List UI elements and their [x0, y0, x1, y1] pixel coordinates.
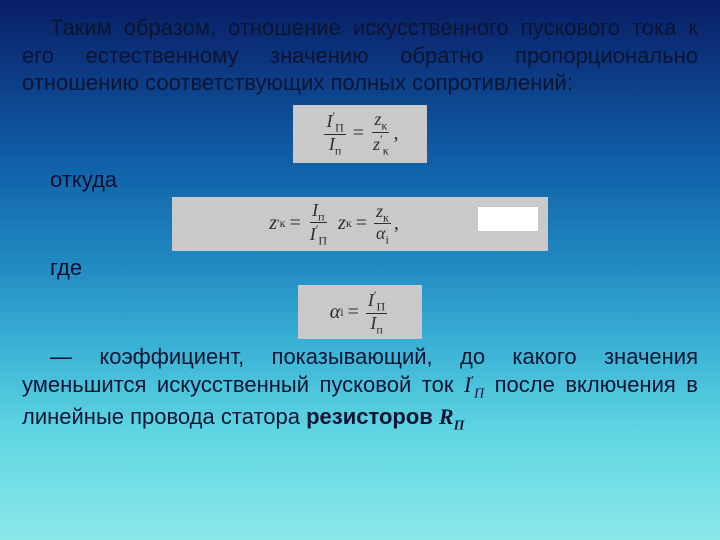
formula-1-row: I′П Iп = zк z′к ,: [22, 105, 698, 163]
formula-1: I′П Iп = zк z′к ,: [293, 105, 427, 163]
formula-3-row: αi = I′П Iп: [22, 285, 698, 339]
final-text-bold: резисторов: [306, 404, 439, 429]
formula-2-row: z′к = Iп I′П zк = zк αi ,: [22, 197, 698, 251]
word-gde: где: [50, 255, 698, 281]
inline-math-i-prime-p: I′П: [464, 372, 484, 397]
paragraph-final: — коэффициент, показывающий, до какого з…: [22, 343, 698, 434]
formula-3: αi = I′П Iп: [298, 285, 422, 339]
formula-2: z′к = Iп I′П zк = zк αi ,: [172, 197, 548, 251]
slide: Таким образом, отношение искусственного …: [0, 0, 720, 540]
paragraph-intro: Таким образом, отношение искусственного …: [22, 14, 698, 97]
word-otkuda: откуда: [50, 167, 698, 193]
inline-math-r-p: RП: [439, 404, 465, 429]
white-patch: [478, 207, 538, 231]
